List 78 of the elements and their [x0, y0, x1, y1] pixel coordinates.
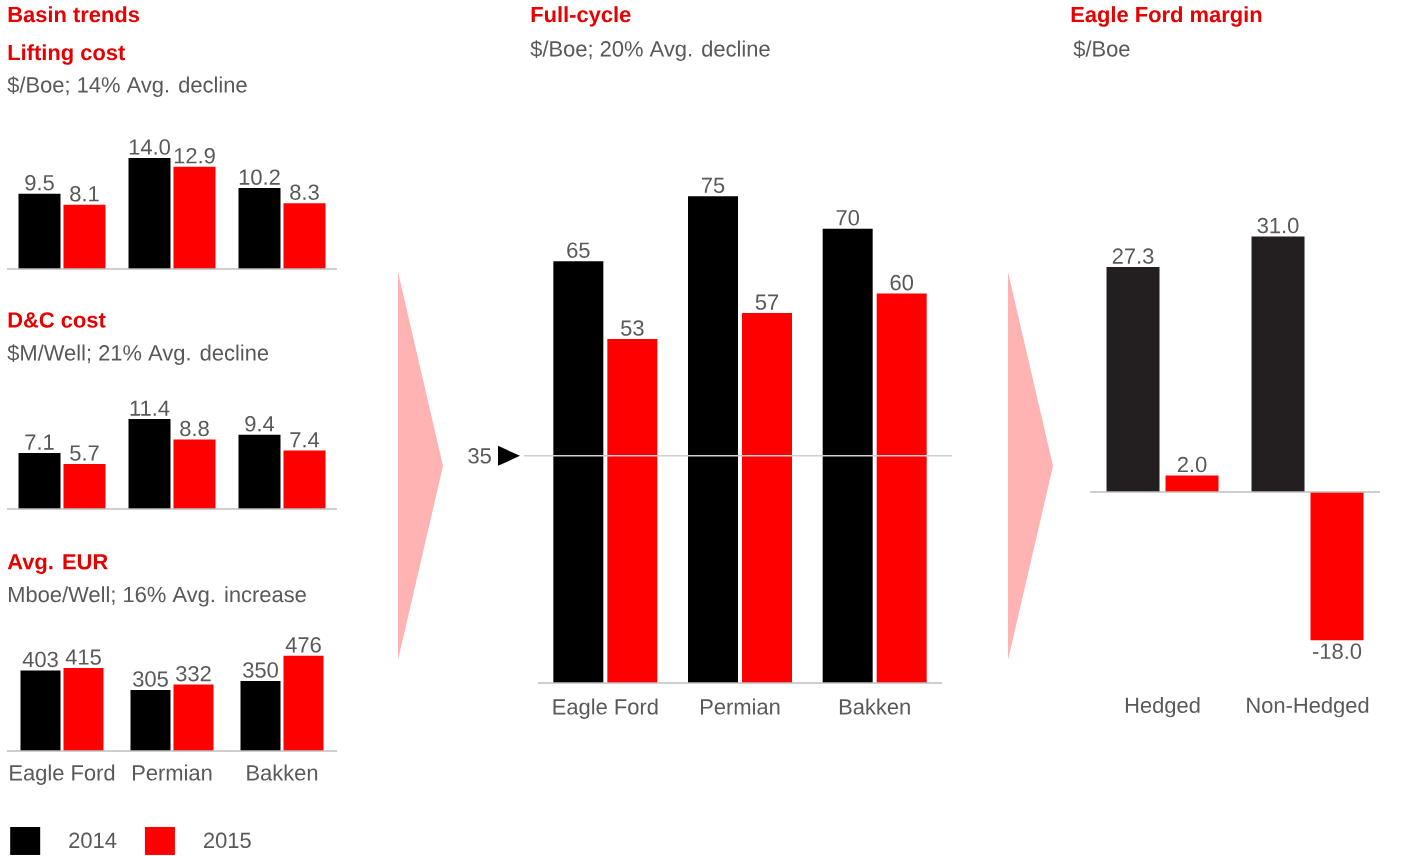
- data-label: 8.1: [70, 186, 99, 202]
- data-label: 7.1: [25, 434, 54, 450]
- data-label: 14.0: [129, 139, 170, 155]
- x-tick-label: Eagle Ford: [553, 698, 658, 719]
- bar: [63, 204, 106, 269]
- data-label: 11.4: [130, 400, 170, 416]
- x-tick-label: Permian: [132, 764, 212, 781]
- chart-subtitle: $/Boe; 20% Avg. decline: [530, 40, 770, 61]
- chart-title: Full-cycle: [531, 6, 631, 27]
- bar: [240, 681, 281, 751]
- x-tick-label: Bakken: [839, 698, 910, 715]
- data-label: 31.0: [1257, 217, 1299, 234]
- data-label: 2.0: [1177, 456, 1207, 473]
- bar: [283, 203, 326, 269]
- data-label: 7.4: [290, 432, 320, 448]
- bar: [173, 439, 216, 509]
- x-tick-label: Hedged: [1125, 696, 1200, 718]
- data-label: 60: [890, 274, 913, 291]
- data-label: 305: [133, 671, 168, 687]
- bar: [238, 434, 281, 509]
- legend-label: 2014: [69, 832, 117, 849]
- chart-subtitle: $/Boe: [1073, 40, 1130, 58]
- data-label: 53: [621, 320, 644, 336]
- bar: [18, 193, 61, 269]
- data-label: 332: [176, 665, 211, 682]
- bar: [553, 261, 604, 683]
- bar: [822, 228, 873, 683]
- data-label: 350: [243, 662, 278, 678]
- bar: [128, 157, 171, 269]
- data-label: 9.5: [25, 174, 54, 191]
- chart-subtitle: $/Boe; 14% Avg. decline: [7, 76, 247, 97]
- bar: [876, 293, 927, 683]
- chart-title: Eagle Ford margin: [1071, 6, 1262, 27]
- chart-title: Avg. EUR: [7, 554, 108, 574]
- bar: [283, 450, 326, 509]
- data-label: 70: [836, 209, 859, 226]
- chart-subtitle: Mboe/Well; 16% Avg. increase: [9, 586, 306, 607]
- bar: [128, 418, 171, 509]
- bar: [1310, 492, 1364, 641]
- data-label: 8.3: [290, 184, 319, 200]
- bar: [20, 670, 61, 751]
- data-label: 415: [65, 649, 101, 665]
- bar: [607, 339, 658, 683]
- bar: [130, 690, 171, 751]
- x-tick-label: Bakken: [247, 764, 318, 781]
- data-label: 27.3: [1112, 248, 1154, 264]
- data-label: 12.9: [174, 147, 215, 164]
- bar: [63, 668, 104, 751]
- data-label: 476: [285, 637, 321, 653]
- data-label: -18.0: [1313, 643, 1362, 660]
- x-tick-label: Eagle Ford: [10, 764, 115, 785]
- legend-label: 2015: [204, 832, 251, 849]
- bar: [173, 166, 216, 269]
- x-tick-label: Non-Hedged: [1247, 696, 1369, 718]
- bar: [173, 684, 214, 751]
- chart-subtitle: $M/Well; 21% Avg. decline: [7, 344, 269, 365]
- bar: [1106, 267, 1160, 492]
- bar: [18, 452, 61, 509]
- bar: [1251, 236, 1305, 492]
- bar: [688, 196, 739, 683]
- text: Basin trends: [8, 6, 140, 23]
- chart-title: D&C cost: [8, 312, 106, 328]
- data-label: 65: [567, 242, 590, 258]
- data-label: 403: [22, 651, 58, 668]
- data-label: 9.4: [245, 416, 275, 432]
- bar: [283, 655, 324, 751]
- data-label: 75: [701, 177, 725, 194]
- data-label: 10.2: [239, 169, 280, 185]
- bar: [63, 463, 106, 509]
- chart-title: Lifting cost: [8, 44, 126, 65]
- data-label: 8.8: [180, 420, 209, 437]
- data-label: 5.7: [70, 445, 99, 461]
- bar: [238, 188, 281, 269]
- data-label: 57: [755, 294, 779, 310]
- ref-line-label: 35: [468, 448, 491, 464]
- bar: [742, 313, 793, 683]
- x-tick-label: Permian: [701, 698, 780, 715]
- bar: [1165, 475, 1219, 492]
